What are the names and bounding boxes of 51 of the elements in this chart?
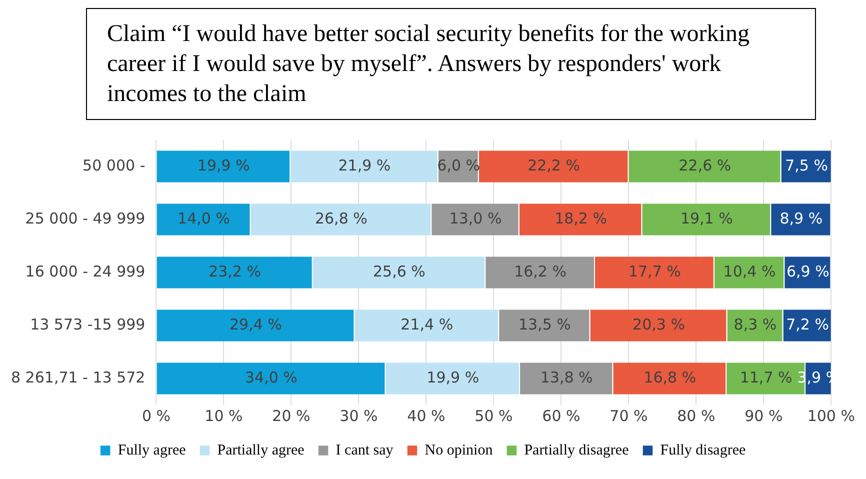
data-label: 11,7 %: [740, 368, 792, 386]
x-tick-label: 70 %: [610, 406, 648, 425]
data-label: 17,7 %: [628, 262, 681, 280]
data-label: 13,8 %: [540, 368, 593, 386]
y-tick-label: 25 000 - 49 999: [25, 209, 146, 228]
y-tick-label: 16 000 - 24 999: [25, 262, 146, 280]
x-tick-label: 0 %: [142, 406, 171, 425]
y-tick-label: 50 000 -: [82, 156, 146, 174]
data-label: 13,0 %: [449, 209, 502, 228]
data-label: 20,3 %: [632, 315, 685, 334]
data-label: 26,8 %: [314, 209, 368, 228]
x-tick-label: 10 %: [204, 406, 243, 425]
data-label: 6,9 %: [786, 262, 830, 280]
data-label: 19,9 %: [197, 156, 250, 174]
data-label: 16,2 %: [514, 262, 566, 280]
x-tick-label: 20 %: [272, 406, 310, 425]
chart-title: Claim “I would have better social security benefits for the working career if I would save by myself”. Answers by responders' work incomes to the claim: [86, 8, 816, 120]
data-label: 13,5 %: [518, 315, 571, 334]
data-label: 22,2 %: [528, 156, 580, 174]
data-label: 8,9 %: [780, 209, 823, 228]
data-label: 10,4 %: [723, 262, 776, 280]
legend-label: No opinion: [424, 442, 494, 458]
data-label: 7,5 %: [785, 156, 828, 174]
y-tick-label: 8 261,71 - 13 572: [10, 368, 146, 386]
data-label: 14,0 %: [178, 209, 230, 228]
x-tick-label: 80 %: [677, 406, 716, 425]
data-label: 19,9 %: [426, 368, 480, 386]
data-label: 19,1 %: [680, 209, 733, 228]
x-tick-label: 60 %: [542, 406, 580, 425]
data-label: 34,0 %: [245, 368, 298, 386]
data-label: 18,2 %: [554, 209, 607, 228]
data-label: 7,2 %: [786, 315, 829, 334]
data-label: 21,4 %: [400, 315, 454, 334]
legend-label: I cant say: [336, 442, 394, 458]
data-label: 16,8 %: [644, 368, 696, 386]
data-label: 29,4 %: [229, 315, 282, 334]
x-tick-label: 30 %: [340, 406, 378, 425]
data-label: 21,9 %: [338, 156, 391, 174]
data-label: 25,6 %: [373, 262, 426, 280]
x-tick-label: 40 %: [407, 406, 446, 425]
legend-label: Fully disagree: [660, 442, 746, 458]
legend-label: Partially disagree: [524, 442, 630, 458]
legend-label: Fully agree: [118, 442, 186, 458]
data-label: 23,2 %: [208, 262, 261, 280]
y-tick-label: 13 573 -15 999: [30, 315, 146, 334]
x-tick-label: 50 %: [474, 406, 513, 425]
data-label: 22,6 %: [678, 156, 732, 174]
data-label: 8,3 %: [734, 315, 777, 334]
legend-label: Partially agree: [217, 442, 305, 458]
x-tick-label: 100 %: [807, 406, 855, 425]
x-tick-label: 90 %: [744, 406, 783, 425]
